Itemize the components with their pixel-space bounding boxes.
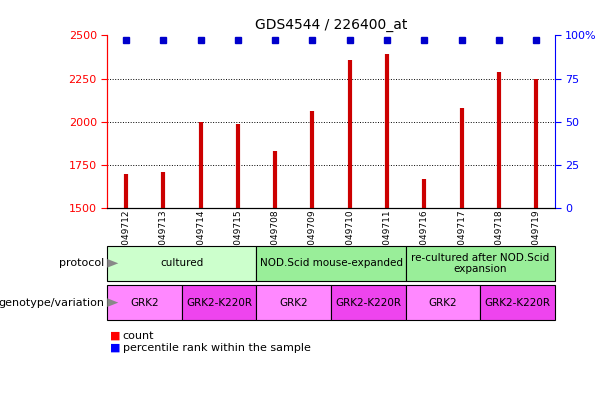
- Text: GRK2: GRK2: [280, 298, 308, 308]
- Text: NOD.Scid mouse-expanded: NOD.Scid mouse-expanded: [259, 258, 403, 268]
- Text: percentile rank within the sample: percentile rank within the sample: [123, 343, 310, 353]
- Title: GDS4544 / 226400_at: GDS4544 / 226400_at: [255, 18, 407, 31]
- Text: GRK2: GRK2: [130, 298, 159, 308]
- Text: GRK2-K220R: GRK2-K220R: [335, 298, 402, 308]
- Text: re-cultured after NOD.Scid
expansion: re-cultured after NOD.Scid expansion: [411, 253, 549, 274]
- Text: ■: ■: [110, 331, 121, 341]
- Text: count: count: [123, 331, 154, 341]
- Text: genotype/variation: genotype/variation: [0, 298, 104, 308]
- Text: cultured: cultured: [160, 258, 204, 268]
- Text: ■: ■: [110, 343, 121, 353]
- Text: GRK2-K220R: GRK2-K220R: [186, 298, 252, 308]
- Text: protocol: protocol: [59, 258, 104, 268]
- Text: GRK2: GRK2: [428, 298, 457, 308]
- Text: GRK2-K220R: GRK2-K220R: [484, 298, 550, 308]
